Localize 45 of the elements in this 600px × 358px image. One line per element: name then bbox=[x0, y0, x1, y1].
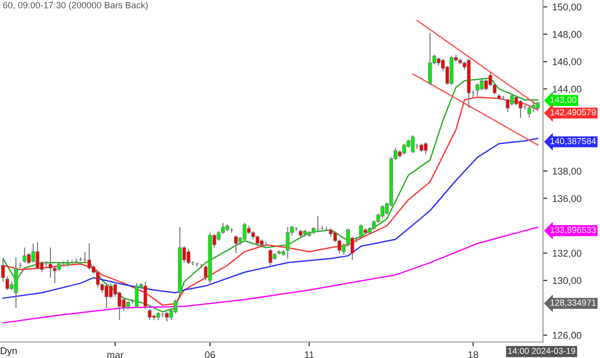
line-series bbox=[2, 226, 538, 324]
candlestick bbox=[143, 281, 148, 310]
candlestick bbox=[108, 282, 113, 299]
candlestick bbox=[410, 134, 415, 154]
y-tick-label: 144,00 bbox=[552, 86, 582, 94]
y-tick-label: 136,00 bbox=[552, 195, 582, 204]
y-tick-label: 126,00 bbox=[552, 332, 582, 340]
data-label: 142,490579 bbox=[550, 109, 596, 116]
x-tick-label: 06 bbox=[205, 351, 216, 358]
y-tick-label: 130,00 bbox=[552, 277, 582, 286]
text: Dyn bbox=[0, 347, 17, 356]
candlestick bbox=[476, 82, 480, 96]
chart-title: 60, 09:00-17:30 (200000 Bars Back) bbox=[3, 2, 148, 10]
x-tick-label: 18 bbox=[468, 351, 478, 358]
text: 128,334971 bbox=[550, 300, 596, 307]
data-label: 133,896533 bbox=[550, 226, 596, 234]
candlestick bbox=[1, 259, 5, 282]
candlestick bbox=[506, 98, 510, 113]
candlestick bbox=[165, 311, 169, 322]
candlestick bbox=[5, 276, 10, 291]
candlestick bbox=[514, 95, 518, 106]
line-series bbox=[2, 138, 538, 299]
x-tick-label: 11 bbox=[304, 351, 314, 358]
y-tick-label: 138,00 bbox=[552, 168, 582, 176]
x-tick-label: mar bbox=[107, 352, 124, 358]
candlestick bbox=[402, 143, 406, 156]
candlestick bbox=[87, 242, 92, 270]
y-tick-label: 146,00 bbox=[552, 58, 582, 66]
text: 143,00 bbox=[550, 96, 576, 104]
data-label: 140,387584 bbox=[550, 138, 596, 146]
candlestick bbox=[148, 308, 152, 321]
y-tick-label: 150,00 bbox=[552, 4, 582, 12]
candlestick bbox=[134, 282, 139, 308]
y-tick-label: 132,00 bbox=[552, 250, 582, 258]
candlestick bbox=[518, 99, 522, 118]
candlestick bbox=[480, 78, 484, 91]
candlestick bbox=[268, 248, 272, 266]
candlestick bbox=[234, 234, 238, 254]
candlestick bbox=[527, 104, 532, 118]
candlestick bbox=[294, 226, 298, 232]
text: 14:00 2024-03-19 bbox=[508, 348, 576, 354]
candlestick bbox=[424, 142, 428, 156]
candlestick bbox=[286, 226, 290, 260]
candlestick bbox=[359, 224, 363, 239]
y-tick-label: 148,00 bbox=[552, 30, 582, 39]
